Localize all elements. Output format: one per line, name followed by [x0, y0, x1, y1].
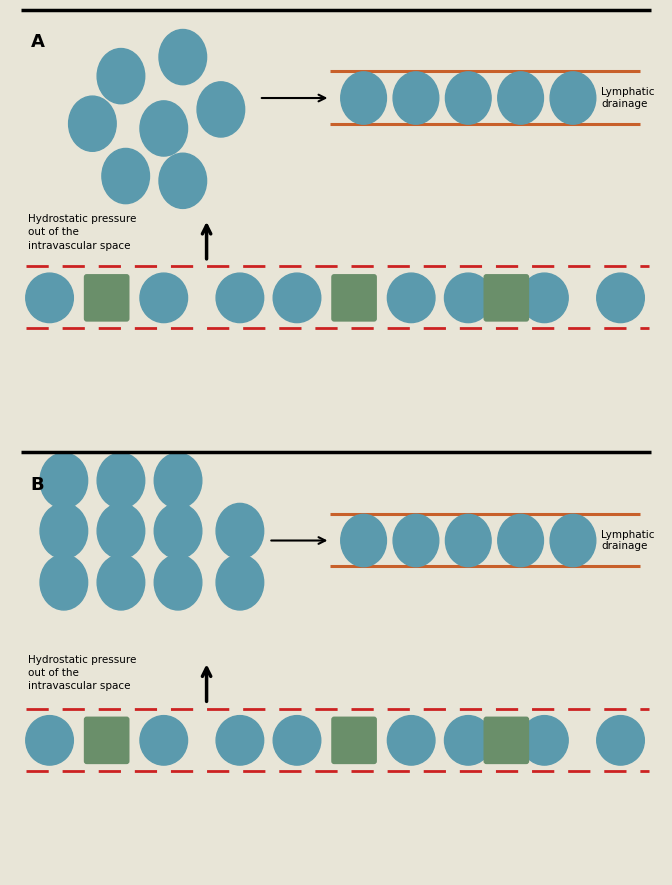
FancyBboxPatch shape	[331, 274, 377, 321]
Ellipse shape	[26, 716, 73, 766]
Ellipse shape	[274, 273, 321, 323]
Ellipse shape	[97, 453, 144, 508]
Ellipse shape	[140, 716, 187, 766]
Ellipse shape	[97, 504, 144, 558]
Ellipse shape	[550, 514, 596, 566]
Ellipse shape	[216, 504, 263, 558]
Ellipse shape	[40, 453, 87, 508]
Ellipse shape	[159, 153, 206, 208]
Ellipse shape	[597, 273, 644, 323]
Ellipse shape	[498, 72, 544, 124]
Ellipse shape	[97, 555, 144, 610]
Ellipse shape	[159, 29, 206, 85]
Ellipse shape	[216, 555, 263, 610]
Ellipse shape	[140, 101, 187, 156]
Ellipse shape	[197, 81, 245, 137]
Text: A: A	[30, 34, 44, 51]
Ellipse shape	[155, 504, 202, 558]
Ellipse shape	[341, 72, 386, 124]
Ellipse shape	[216, 273, 263, 323]
FancyBboxPatch shape	[331, 717, 377, 764]
Ellipse shape	[444, 273, 492, 323]
Ellipse shape	[387, 273, 435, 323]
Text: B: B	[30, 476, 44, 494]
FancyBboxPatch shape	[483, 717, 529, 764]
Ellipse shape	[444, 716, 492, 766]
Ellipse shape	[387, 716, 435, 766]
Ellipse shape	[498, 514, 544, 566]
Ellipse shape	[69, 96, 116, 151]
FancyBboxPatch shape	[84, 717, 130, 764]
Ellipse shape	[40, 504, 87, 558]
Ellipse shape	[446, 72, 491, 124]
Ellipse shape	[26, 273, 73, 323]
Ellipse shape	[140, 273, 187, 323]
Text: Lymphatic
drainage: Lymphatic drainage	[601, 88, 655, 109]
Text: Hydrostatic pressure
out of the
intravascular space: Hydrostatic pressure out of the intravas…	[28, 655, 136, 691]
Ellipse shape	[597, 716, 644, 766]
Ellipse shape	[521, 273, 569, 323]
Ellipse shape	[102, 149, 149, 204]
Ellipse shape	[274, 716, 321, 766]
Ellipse shape	[155, 453, 202, 508]
Ellipse shape	[550, 72, 596, 124]
Ellipse shape	[97, 49, 144, 104]
FancyBboxPatch shape	[84, 274, 130, 321]
Ellipse shape	[341, 514, 386, 566]
Ellipse shape	[155, 555, 202, 610]
Ellipse shape	[521, 716, 569, 766]
Ellipse shape	[40, 555, 87, 610]
Text: Hydrostatic pressure
out of the
intravascular space: Hydrostatic pressure out of the intravas…	[28, 214, 136, 250]
Ellipse shape	[216, 716, 263, 766]
Ellipse shape	[446, 514, 491, 566]
FancyBboxPatch shape	[483, 274, 529, 321]
Ellipse shape	[393, 514, 439, 566]
Ellipse shape	[393, 72, 439, 124]
Text: Lymphatic
drainage: Lymphatic drainage	[601, 530, 655, 551]
